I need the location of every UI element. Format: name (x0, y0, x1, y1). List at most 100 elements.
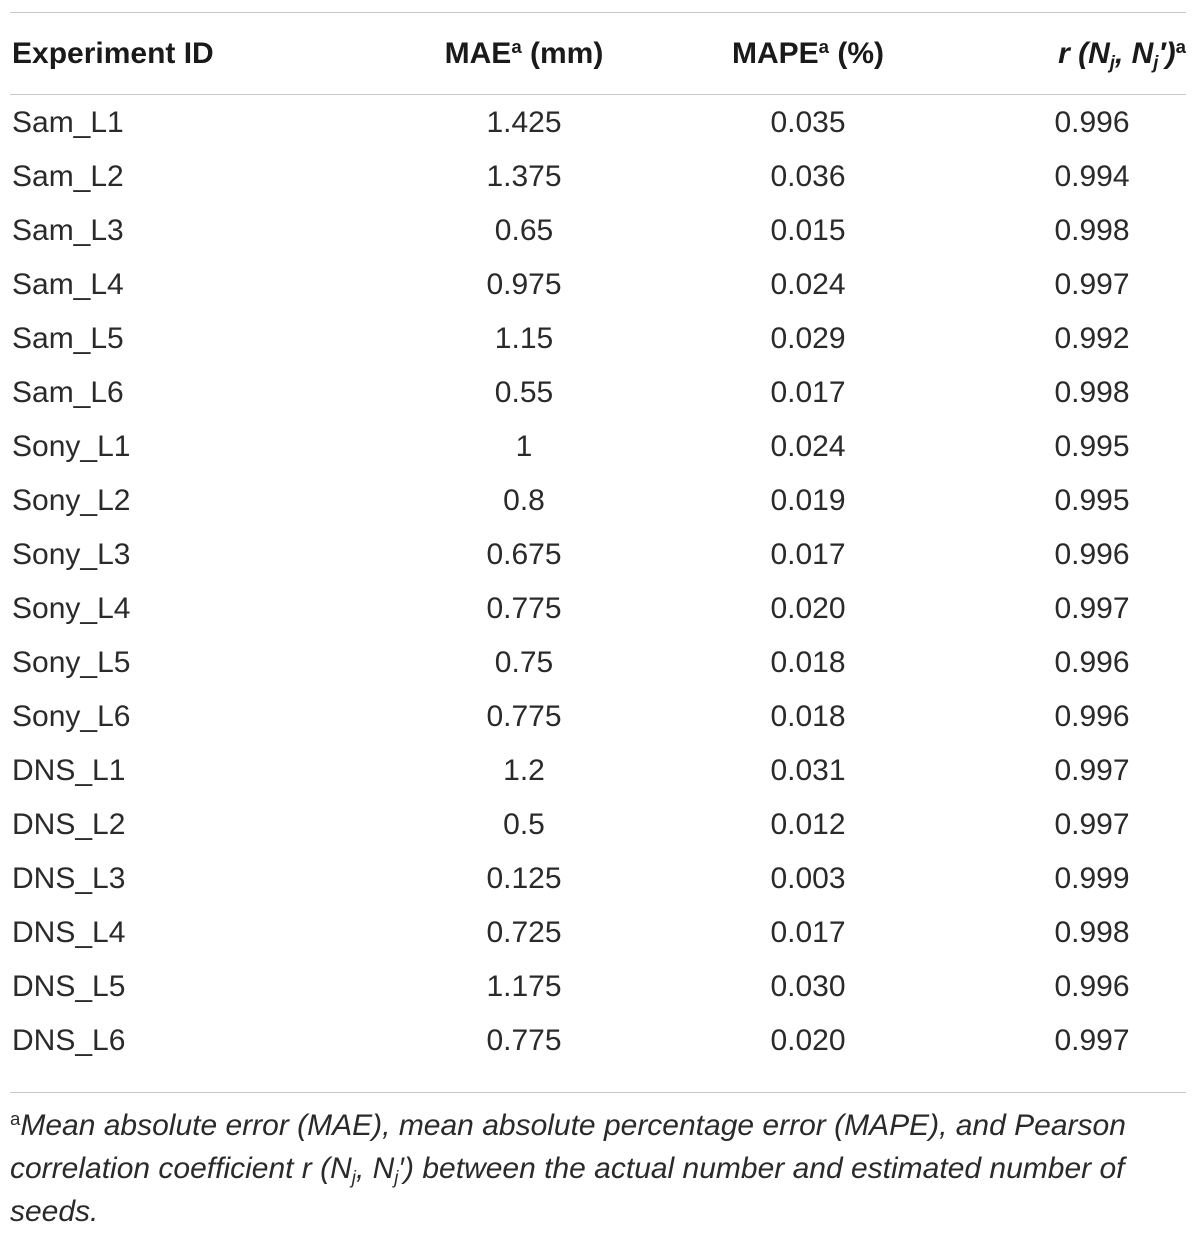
pearson-r-cell: 0.996 (1054, 646, 1130, 679)
experiment-id-cell: Sony_L2 (12, 484, 131, 517)
experiment-id-cell: DNS_L1 (12, 754, 126, 787)
header-r-sub-1: j (1109, 51, 1115, 73)
pearson-r-cell: 0.999 (1054, 862, 1130, 895)
top-rule (10, 12, 1186, 13)
mape-cell: 0.017 (770, 376, 846, 409)
mae-cell: 0.775 (486, 700, 562, 733)
pearson-r-cell: 0.992 (1054, 322, 1130, 355)
mae-cell: 0.975 (486, 268, 562, 301)
table-body: Sam_L1 1.425 0.035 0.996 Sam_L2 1.375 0.036 0.9… (10, 96, 1186, 1068)
footnote-sub-1: j (351, 1166, 356, 1188)
table-row: Sony_L1 1 0.024 0.995 (10, 420, 1186, 474)
experiment-id-cell: DNS_L5 (12, 970, 126, 1003)
experiment-id-cell: Sam_L3 (12, 214, 124, 247)
pearson-r-cell: 0.997 (1054, 592, 1130, 625)
mape-cell: 0.024 (770, 430, 846, 463)
pearson-r-cell: 0.998 (1054, 214, 1130, 247)
header-mae-footnote-mark: a (511, 35, 522, 57)
mae-cell: 1.175 (486, 970, 562, 1003)
mae-cell: 0.5 (503, 808, 545, 841)
bottom-rule (10, 1092, 1186, 1093)
table-row: Sam_L1 1.425 0.035 0.996 (10, 96, 1186, 150)
pearson-r-cell: 0.998 (1054, 376, 1130, 409)
experiment-id-cell: Sony_L5 (12, 646, 131, 679)
header-experiment-id: Experiment ID (12, 37, 214, 70)
pearson-r-cell: 0.997 (1054, 754, 1130, 787)
table-row: Sam_L2 1.375 0.036 0.994 (10, 150, 1186, 204)
experiment-id-cell: Sam_L1 (12, 106, 124, 139)
footnote-sub-2: j (394, 1166, 399, 1188)
mape-cell: 0.019 (770, 484, 846, 517)
table-row: Sam_L4 0.975 0.024 0.997 (10, 258, 1186, 312)
header-mape: MAPEa (%) (658, 14, 958, 94)
mape-cell: 0.036 (770, 160, 846, 193)
mae-cell: 0.55 (494, 376, 554, 409)
table-row: Sam_L6 0.55 0.017 0.998 (10, 366, 1186, 420)
header-rule (10, 94, 1186, 95)
table-row: DNS_L2 0.5 0.012 0.997 (10, 798, 1186, 852)
table-row: Sony_L2 0.8 0.019 0.995 (10, 474, 1186, 528)
mae-cell: 0.75 (494, 646, 554, 679)
pearson-r-cell: 0.997 (1054, 808, 1130, 841)
mape-cell: 0.029 (770, 322, 846, 355)
pearson-r-cell: 0.997 (1054, 1024, 1130, 1057)
mae-cell: 0.775 (486, 1024, 562, 1057)
mae-cell: 0.125 (486, 862, 562, 895)
experiment-id-cell: Sony_L1 (12, 430, 131, 463)
table-row: Sam_L3 0.65 0.015 0.998 (10, 204, 1186, 258)
header-r-mid: , N (1114, 37, 1154, 70)
mae-cell: 0.65 (494, 214, 554, 247)
mae-cell: 1.425 (486, 106, 562, 139)
mape-cell: 0.024 (770, 268, 846, 301)
footnote-text-2: , N (355, 1152, 395, 1185)
mape-cell: 0.020 (770, 1024, 846, 1057)
table-row: Sony_L5 0.75 0.018 0.996 (10, 636, 1186, 690)
mae-cell: 0.775 (486, 592, 562, 625)
experiment-id-cell: Sony_L6 (12, 700, 131, 733)
footnote-text-1: Mean absolute error (MAE), mean absolute… (10, 1109, 1126, 1185)
mape-cell: 0.035 (770, 106, 846, 139)
table-row: Sony_L6 0.775 0.018 0.996 (10, 690, 1186, 744)
experiment-id-cell: Sam_L6 (12, 376, 124, 409)
experiment-id-cell: Sam_L2 (12, 160, 124, 193)
experiment-id-cell: Sam_L5 (12, 322, 124, 355)
table-row: DNS_L6 0.775 0.020 0.997 (10, 1014, 1186, 1068)
results-table: Experiment ID MAEa (mm) MAPEa (%) r (Nj,… (10, 14, 1186, 1068)
pearson-r-cell: 0.996 (1054, 700, 1130, 733)
experiment-id-cell: DNS_L4 (12, 916, 126, 949)
mape-cell: 0.030 (770, 970, 846, 1003)
mape-cell: 0.015 (770, 214, 846, 247)
pearson-r-cell: 0.997 (1054, 268, 1130, 301)
table-row: DNS_L4 0.725 0.017 0.998 (10, 906, 1186, 960)
table-footnote: aMean absolute error (MAE), mean absolut… (10, 1104, 1190, 1233)
footnote-text-3: ′) between the actual number and estimat… (10, 1152, 1125, 1228)
pearson-r-cell: 0.995 (1054, 430, 1130, 463)
table-row: Sam_L5 1.15 0.029 0.992 (10, 312, 1186, 366)
mae-cell: 0.8 (503, 484, 545, 517)
pearson-r-cell: 0.994 (1054, 160, 1130, 193)
experiment-id-cell: DNS_L6 (12, 1024, 126, 1057)
mape-cell: 0.017 (770, 916, 846, 949)
mae-cell: 0.725 (486, 916, 562, 949)
header-mae: MAEa (mm) (390, 14, 658, 94)
pearson-r-cell: 0.998 (1054, 916, 1130, 949)
experiment-id-cell: DNS_L3 (12, 862, 126, 895)
header-mape-footnote-mark: a (818, 35, 830, 57)
pearson-r-cell: 0.996 (1054, 970, 1130, 1003)
table-header: Experiment ID MAEa (mm) MAPEa (%) r (Nj,… (10, 14, 1186, 96)
header-r-sub-2: j (1153, 51, 1159, 73)
experiment-id-cell: DNS_L2 (12, 808, 126, 841)
header-r-footnote-mark: a (1175, 35, 1186, 57)
header-r-prefix: r (N (1058, 37, 1110, 70)
header-mape-unit: (%) (829, 37, 885, 70)
header-mae-label: MAE (444, 37, 512, 70)
header-mae-unit: (mm) (521, 37, 604, 70)
pearson-r-cell: 0.996 (1054, 538, 1130, 571)
table-row: Sony_L4 0.775 0.020 0.997 (10, 582, 1186, 636)
mape-cell: 0.003 (770, 862, 846, 895)
mae-cell: 0.675 (486, 538, 562, 571)
header-r: r (Nj, Nj′)a (958, 14, 1186, 94)
header-mape-label: MAPE (731, 37, 819, 70)
pearson-r-cell: 0.995 (1054, 484, 1130, 517)
